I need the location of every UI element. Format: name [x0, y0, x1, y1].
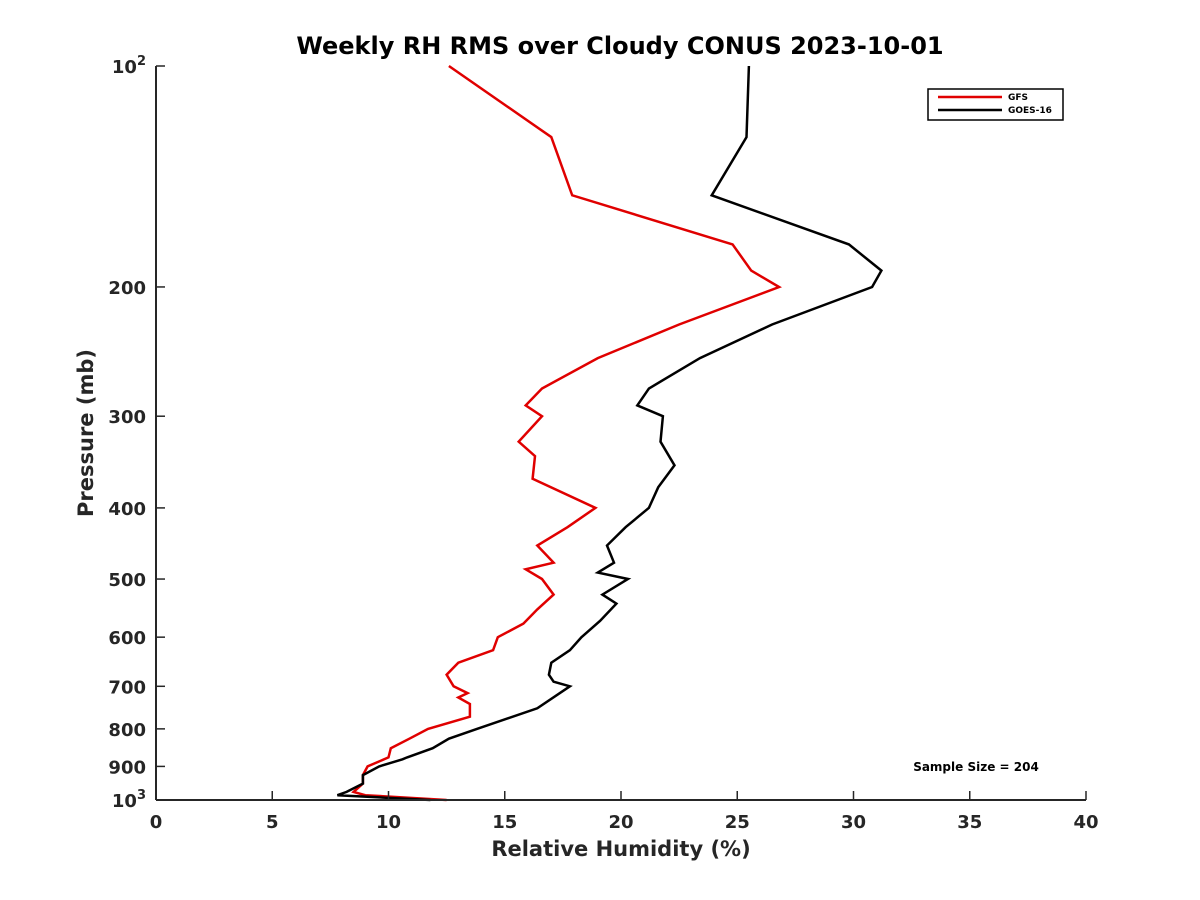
legend-label-gfs: GFS [1008, 93, 1028, 103]
series-line-goes16 [336, 65, 884, 802]
y-ticks: 102 200 300 400 500 600 700 800 900 103 [108, 54, 165, 812]
legend-box [927, 88, 1064, 121]
x-tick-label: 40 [1073, 812, 1098, 833]
legend: GFS GOES-16 [927, 88, 1064, 121]
x-tick-label: 25 [725, 812, 750, 833]
series-line-gfs [351, 64, 782, 802]
y-tick-label: 700 [108, 677, 146, 698]
y-tick-label: 102 [112, 54, 146, 78]
x-tick-label: 10 [376, 812, 401, 833]
legend-label-goes16: GOES-16 [1008, 106, 1052, 116]
y-tick-label: 900 [108, 757, 146, 778]
chart-title: Weekly RH RMS over Cloudy CONUS 2023-10-… [296, 32, 943, 60]
series-layer [336, 64, 884, 802]
x-tick-label: 35 [957, 812, 982, 833]
y-tick-label: 500 [108, 570, 146, 591]
x-tick-label: 0 [150, 812, 163, 833]
x-tick-label: 5 [266, 812, 279, 833]
y-tick-label: 200 [108, 278, 146, 299]
y-tick-label: 400 [108, 499, 146, 520]
x-ticks: 0 5 10 15 20 25 30 35 40 [150, 791, 1099, 833]
x-tick-label: 15 [492, 812, 517, 833]
sample-size-annotation: Sample Size = 204 [913, 760, 1039, 774]
x-tick-label: 20 [608, 812, 633, 833]
y-tick-label: 600 [108, 628, 146, 649]
y-tick-label: 103 [112, 788, 146, 812]
x-tick-label: 30 [841, 812, 866, 833]
y-tick-label: 300 [108, 407, 146, 428]
y-axis-label: Pressure (mb) [74, 349, 98, 517]
plot-area: 0 5 10 15 20 25 30 35 40 102 200 300 400 500 600 700 80… [108, 54, 1098, 833]
x-axis-label: Relative Humidity (%) [491, 837, 750, 861]
y-tick-label: 800 [108, 720, 146, 741]
